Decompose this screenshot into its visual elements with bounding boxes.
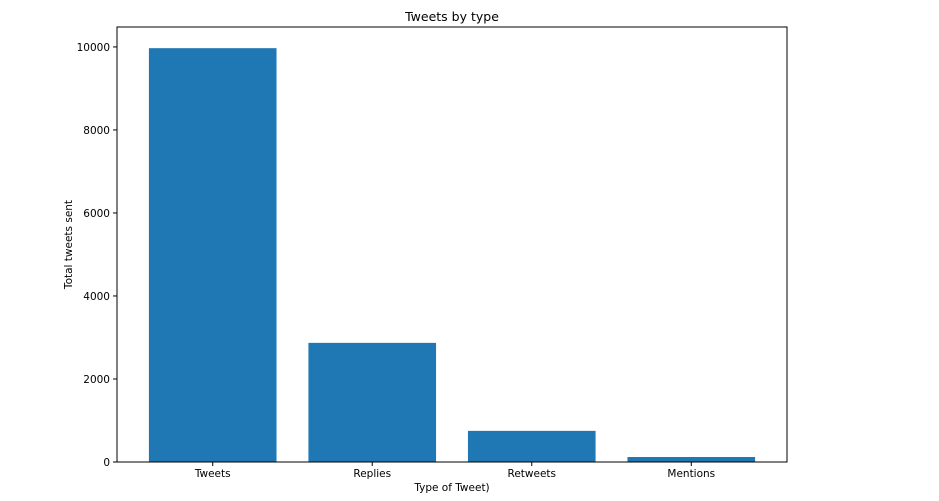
chart-title: Tweets by type <box>404 9 499 24</box>
x-tick-label: Replies <box>353 468 391 480</box>
y-tick-label: 0 <box>103 457 110 469</box>
plot-frame <box>116 26 788 463</box>
y-axis-label: Total tweets sent <box>63 200 75 290</box>
y-tick-label: 10000 <box>77 42 110 54</box>
x-axis-label: Type of Tweet) <box>413 482 489 494</box>
x-axis: Tweets Replies Retweets Mentions <box>194 462 715 480</box>
y-tick-label: 2000 <box>83 374 110 386</box>
x-tick-label: Tweets <box>194 468 231 480</box>
bar-mentions <box>627 457 756 462</box>
bars-group <box>148 48 756 463</box>
x-tick-label: Mentions <box>667 468 715 480</box>
y-tick-label: 8000 <box>83 125 110 137</box>
y-axis: 0 2000 4000 6000 8000 10000 <box>77 42 117 469</box>
y-tick-label: 4000 <box>83 291 110 303</box>
bar-replies <box>308 342 437 462</box>
bar-tweets <box>148 48 277 463</box>
bar-retweets <box>467 430 596 462</box>
y-tick-label: 6000 <box>83 208 110 220</box>
x-tick-label: Retweets <box>508 468 557 480</box>
